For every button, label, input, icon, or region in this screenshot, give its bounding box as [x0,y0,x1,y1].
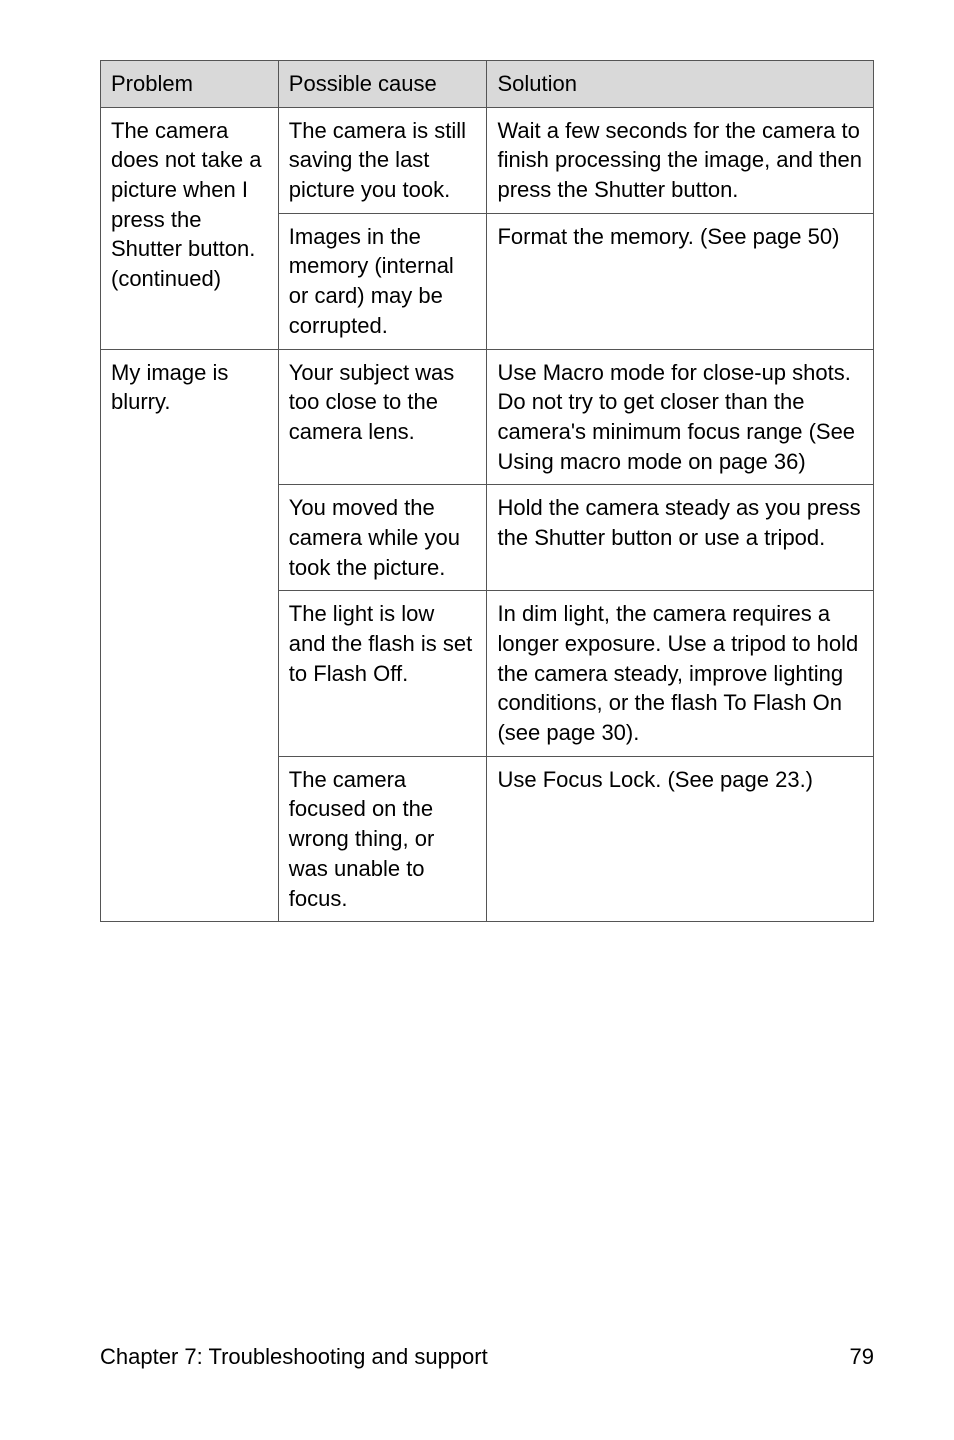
header-problem: Problem [101,61,279,108]
bold-text: Shutter [594,177,665,202]
text: My image is blurry. [111,360,228,415]
text: . (See page 23.) [655,767,813,792]
cell-solution: Wait a few seconds for the camera to fin… [487,107,874,213]
text: Images in the memory (internal or card) … [289,224,454,338]
cell-solution: Format the memory. (See page 50) [487,213,874,349]
text: The camera does not take a picture when … [111,118,261,232]
text: Use [497,767,542,792]
cell-cause: The camera focused on the wrong thing, o… [278,756,487,921]
cell-cause: Images in the memory (internal or card) … [278,213,487,349]
page-footer: Chapter 7: Troubleshooting and support 7… [100,1344,874,1370]
troubleshooting-table: Problem Possible cause Solution The came… [100,60,874,922]
text: The camera focused on the wrong thing, o… [289,767,435,911]
text: Format the memory. (See page 50) [497,224,839,249]
cell-solution: Use Macro mode for close-up shots. Do no… [487,349,874,485]
cell-cause: The camera is still saving the last pict… [278,107,487,213]
table-row: My image is blurry. Your subject was too … [101,349,874,485]
footer-chapter: Chapter 7: Troubleshooting and support [100,1344,488,1370]
table-header-row: Problem Possible cause Solution [101,61,874,108]
text: The camera is still saving the last pict… [289,118,466,202]
text: button. [665,177,738,202]
cell-cause: The light is low and the flash is set to… [278,591,487,756]
bold-text: Using macro mode [497,449,682,474]
text: Your subject was too close to the camera… [289,360,455,444]
text: You moved the camera while you took the … [289,495,460,579]
cell-solution: In dim light, the camera requires a long… [487,591,874,756]
text: on page 36) [682,449,806,474]
cell-problem: The camera does not take a picture when … [101,107,279,349]
bold-text: Flash Off [313,661,402,686]
text: button or use a tripod. [605,525,825,550]
page: Problem Possible cause Solution The came… [0,0,954,1440]
header-cause: Possible cause [278,61,487,108]
bold-text: Focus Lock [543,767,656,792]
text: Use Macro mode for close-up shots. Do no… [497,360,855,444]
bold-text: Shutter [111,236,182,261]
header-solution: Solution [487,61,874,108]
table-body: The camera does not take a picture when … [101,107,874,922]
cell-solution: Use Focus Lock. (See page 23.) [487,756,874,921]
cell-solution: Hold the camera steady as you press the … [487,485,874,591]
cell-cause: You moved the camera while you took the … [278,485,487,591]
bold-text: Shutter [534,525,605,550]
text: . [402,661,408,686]
bold-text: Flash On [753,690,842,715]
footer-page-number: 79 [850,1344,874,1370]
table-row: The camera does not take a picture when … [101,107,874,213]
cell-cause: Your subject was too close to the camera… [278,349,487,485]
cell-problem: My image is blurry. [101,349,279,922]
text: (see page 30). [497,720,639,745]
